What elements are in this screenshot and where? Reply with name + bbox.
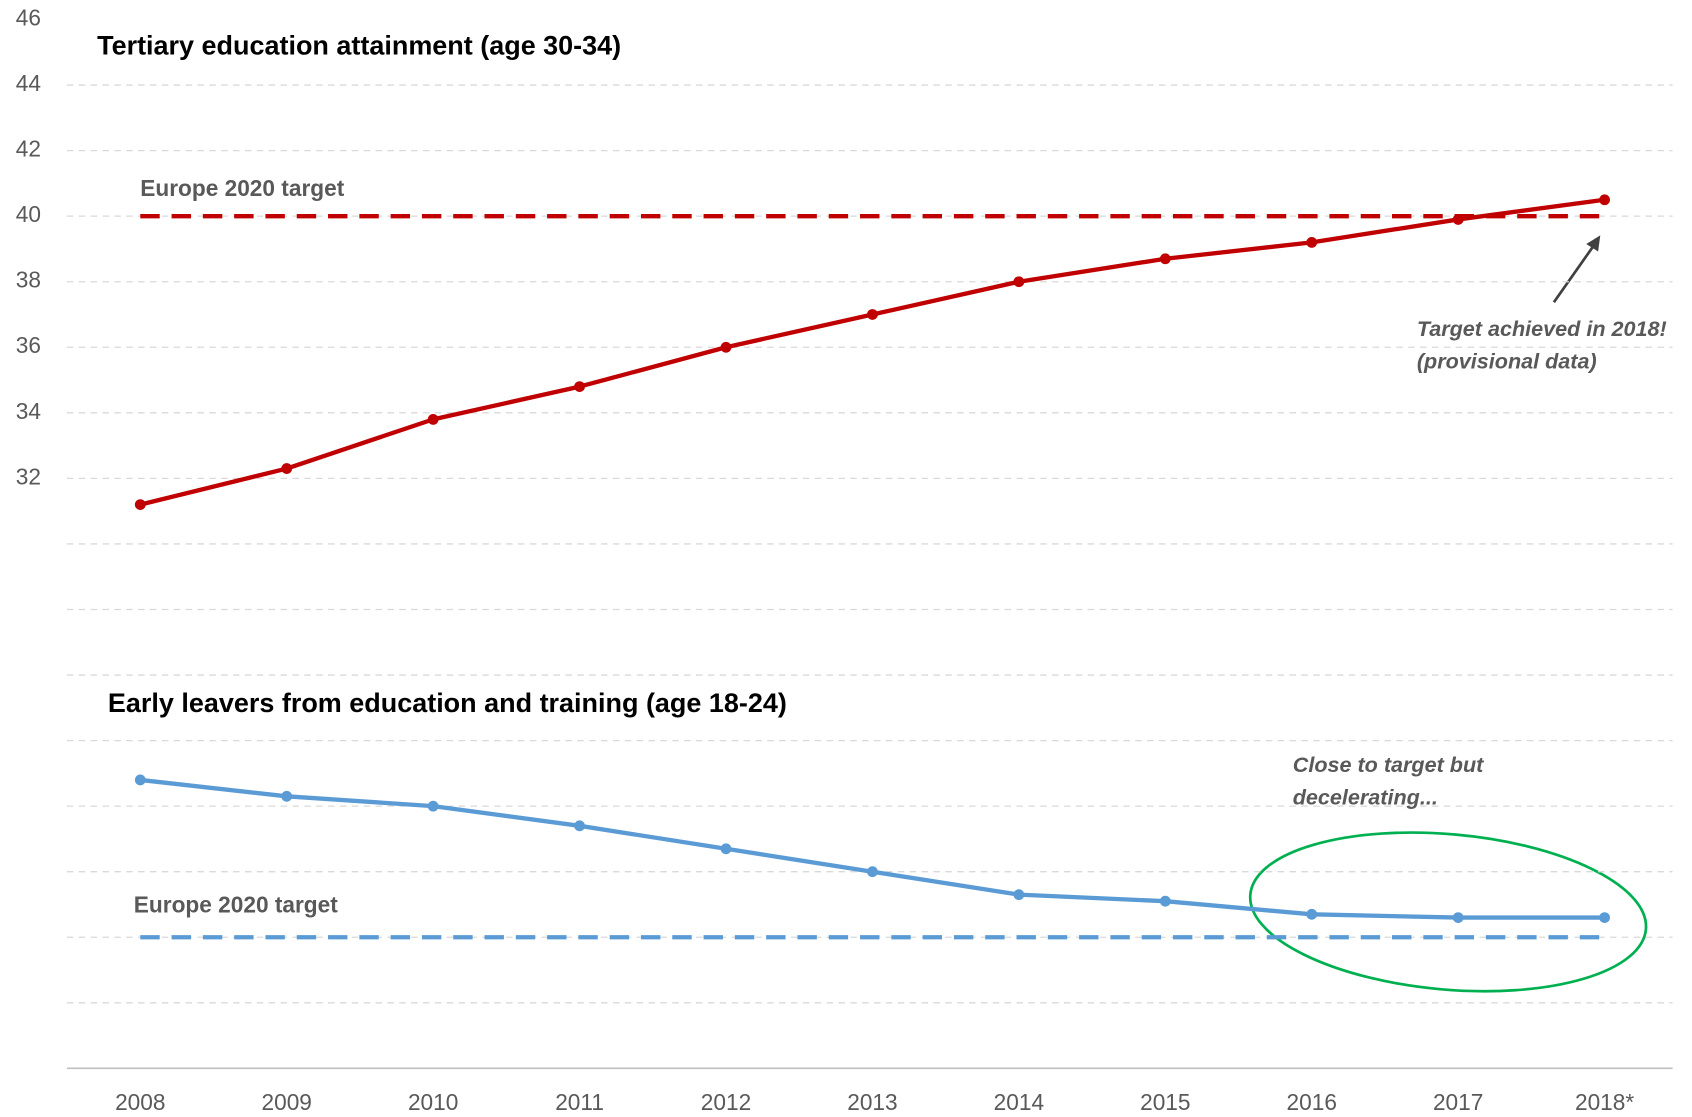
annotation: Close to target but xyxy=(1293,752,1484,777)
data-point xyxy=(720,843,732,855)
data-point xyxy=(281,790,293,802)
series-line xyxy=(139,197,1605,507)
x-tick-label: 2016 xyxy=(1287,1089,1337,1115)
annotation: (provisional data) xyxy=(1417,348,1597,373)
y-tick-label: 38 xyxy=(16,267,41,293)
x-tick-label: 2010 xyxy=(408,1089,458,1115)
data-point xyxy=(720,341,732,353)
x-tick-label: 2018* xyxy=(1575,1089,1634,1115)
target-label: Europe 2020 target xyxy=(140,175,344,201)
data-point xyxy=(1013,276,1025,288)
y-tick-label: 46 xyxy=(16,4,41,30)
data-point xyxy=(1159,253,1171,265)
panel-title: Early leavers from education and trainin… xyxy=(108,688,787,718)
y-tick-label: 44 xyxy=(16,70,41,96)
x-tick-label: 2013 xyxy=(847,1089,897,1115)
data-point xyxy=(1452,912,1464,923)
y-tick-label: 32 xyxy=(16,463,41,489)
data-point xyxy=(1306,236,1318,248)
annotation: Target achieved in 2018! xyxy=(1417,316,1667,341)
y-tick-label: 34 xyxy=(16,398,41,424)
y-tick-label: 42 xyxy=(16,136,41,162)
y-tick-label: 40 xyxy=(16,201,41,227)
data-point xyxy=(574,820,585,832)
data-point xyxy=(1452,214,1464,225)
data-point xyxy=(1599,194,1610,206)
arrow-head xyxy=(1586,235,1601,252)
data-point xyxy=(1159,895,1171,907)
data-point xyxy=(281,463,293,474)
x-tick-label: 2008 xyxy=(115,1089,165,1115)
data-point xyxy=(427,413,439,425)
data-point xyxy=(1013,889,1025,901)
target-label: Europe 2020 target xyxy=(134,891,338,917)
data-point xyxy=(574,381,585,392)
x-tick-label: 2017 xyxy=(1433,1089,1483,1115)
y-tick-label: 36 xyxy=(16,332,41,358)
highlight-ellipse xyxy=(1248,831,1648,993)
x-tick-label: 2012 xyxy=(701,1089,751,1115)
data-point xyxy=(867,309,878,320)
data-point xyxy=(134,499,146,510)
x-tick-label: 2009 xyxy=(262,1089,312,1115)
data-point xyxy=(427,800,439,812)
x-tick-label: 2015 xyxy=(1140,1089,1190,1115)
data-point xyxy=(1599,912,1610,923)
data-point xyxy=(134,774,146,786)
panel-title: Tertiary education attainment (age 30-34… xyxy=(97,31,621,61)
data-point xyxy=(1306,908,1318,920)
annotation: decelerating... xyxy=(1293,784,1438,809)
annotation-arrow xyxy=(1552,243,1596,303)
x-tick-label: 2014 xyxy=(994,1089,1044,1115)
x-tick-label: 2011 xyxy=(555,1089,604,1115)
data-point xyxy=(867,866,878,878)
